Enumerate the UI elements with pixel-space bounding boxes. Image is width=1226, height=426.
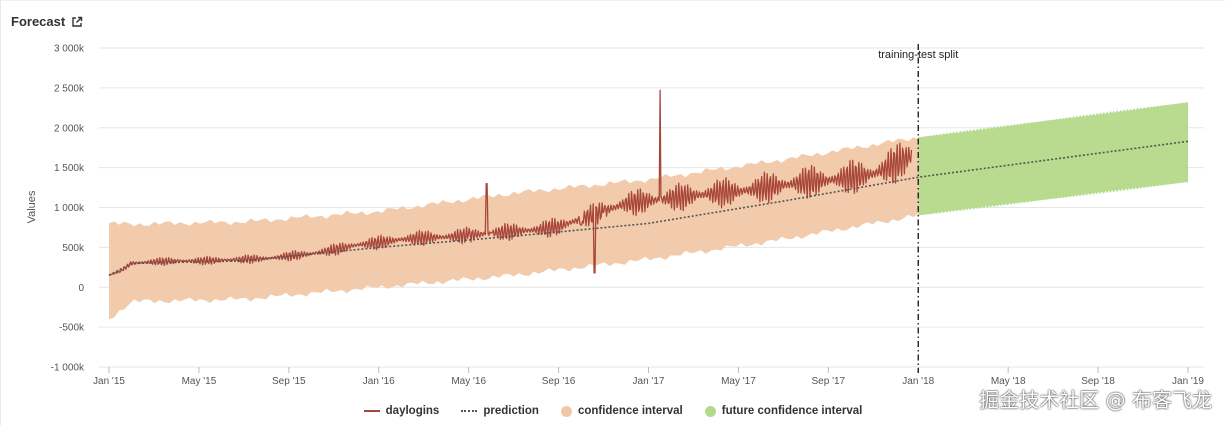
panel-header: Forecast [11, 11, 83, 31]
y-tick-label: -1 000k [51, 363, 85, 374]
x-tick-label: Jan '15 [93, 376, 125, 387]
legend-swatch-prediction [461, 410, 478, 412]
y-tick-label: 1 500k [54, 163, 85, 174]
series-prediction-line [108, 140, 1189, 277]
legend-swatch-future-confidence-interval [704, 405, 716, 417]
legend-swatch-confidence-interval [560, 405, 572, 417]
future-confidence-interval-band [918, 102, 1188, 216]
y-axis-label: Values [26, 190, 38, 223]
external-link-icon[interactable] [71, 15, 83, 27]
x-tick-label: Jan '19 [1172, 376, 1204, 387]
legend-label-future-confidence-interval: future confidence interval [721, 405, 863, 417]
y-tick-label: -500k [59, 323, 85, 334]
x-tick-label: Sep '17 [812, 376, 846, 387]
x-tick-label: Sep '15 [272, 376, 306, 387]
legend-item-daylogins[interactable]: daylogins [363, 403, 440, 419]
y-tick-label: 2 000k [54, 123, 85, 134]
watermark: 掘金技术社区 @ 布客飞龙 [979, 388, 1212, 412]
x-tick-label: May '18 [991, 376, 1026, 387]
x-tick-label: May '15 [182, 376, 217, 387]
legend-item-confidence-interval[interactable]: confidence interval [560, 403, 683, 419]
y-tick-label: 0 [78, 283, 84, 294]
x-tick-label: Jan '17 [633, 376, 665, 387]
legend-label-daylogins: daylogins [385, 405, 440, 417]
x-tick-label: Jan '18 [902, 376, 934, 387]
y-tick-label: 500k [62, 243, 85, 254]
split-label: training-test split [878, 49, 958, 61]
legend-item-prediction[interactable]: prediction [461, 403, 539, 419]
y-tick-label: 3 000k [54, 44, 85, 55]
chart-legend: daylogins prediction confidence interval… [0, 403, 1226, 419]
y-tick-label: 2 500k [54, 83, 85, 94]
x-tick-label: Sep '18 [1081, 376, 1115, 387]
legend-swatch-daylogins [363, 410, 380, 412]
legend-label-prediction: prediction [483, 405, 539, 417]
x-tick-label: Jan '16 [363, 376, 395, 387]
legend-label-confidence-interval: confidence interval [577, 405, 683, 417]
x-tick-label: May '17 [721, 376, 756, 387]
x-tick-label: May '16 [451, 376, 486, 387]
panel-title: Forecast [11, 13, 66, 29]
series-daylogins-line [108, 89, 913, 276]
legend-item-future-confidence-interval[interactable]: future confidence interval [704, 403, 863, 419]
y-tick-label: 1 000k [54, 203, 85, 214]
x-tick-label: Sep '16 [542, 376, 576, 387]
